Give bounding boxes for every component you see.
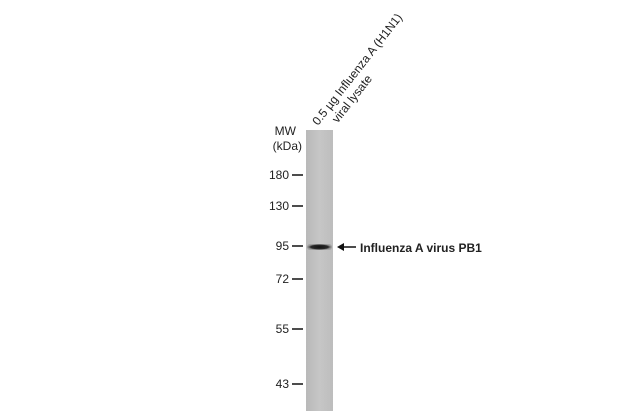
marker-label: 43 bbox=[276, 377, 290, 391]
band bbox=[307, 244, 332, 250]
arrow-head bbox=[337, 243, 344, 251]
band-label: Influenza A virus PB1 bbox=[360, 241, 482, 255]
marker-label: 55 bbox=[276, 322, 290, 336]
lane-label: 0.5 µg Influenza A (H1N1) viral lysate bbox=[309, 11, 405, 128]
marker-label: 180 bbox=[269, 168, 289, 182]
band-annotation: Influenza A virus PB1 bbox=[337, 241, 482, 255]
marker-label: 72 bbox=[276, 272, 290, 286]
marker-label: 130 bbox=[269, 199, 289, 213]
marker-ladder: 180 130 95 72 55 43 bbox=[269, 168, 303, 391]
mw-unit: (kDa) bbox=[273, 139, 302, 153]
lane bbox=[306, 130, 333, 411]
marker-label: 95 bbox=[276, 239, 290, 253]
mw-label: MW bbox=[275, 124, 297, 138]
lane-label-line: 0.5 µg Influenza A (H1N1) bbox=[309, 11, 405, 128]
